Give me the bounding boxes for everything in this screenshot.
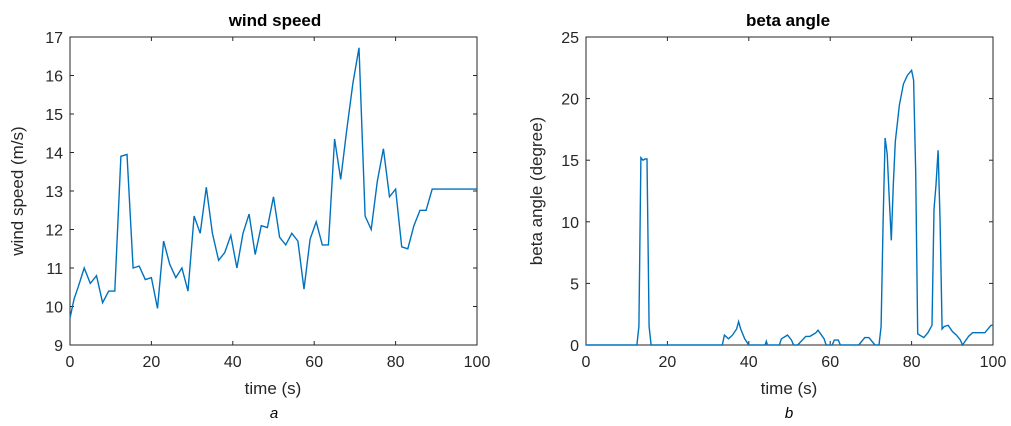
chart-title: beta angle: [746, 11, 830, 30]
panel-caption: b: [785, 405, 793, 422]
y-tick-label: 14: [45, 146, 63, 163]
x-tick-label: 80: [387, 354, 405, 371]
y-axis-label: beta angle (degree): [527, 117, 546, 265]
y-tick-label: 20: [561, 92, 579, 109]
tick-marks: [69, 36, 478, 346]
x-axis-label: time (s): [245, 379, 302, 398]
y-tick-label: 15: [45, 107, 63, 124]
chart-title: wind speed: [228, 11, 322, 30]
x-tick-label: 20: [143, 354, 161, 371]
x-tick-labels: 0 20 40 60 80 100: [66, 354, 491, 371]
panel-caption: a: [270, 405, 278, 422]
x-tick-label: 60: [305, 354, 323, 371]
plot-area: [585, 36, 994, 346]
series-line: [586, 68, 993, 347]
y-tick-labels: 9 10 11 12 13 14 15 16 17: [45, 30, 63, 355]
y-tick-label: 17: [45, 30, 63, 47]
y-tick-labels: 0 5 10 15 20 25: [561, 30, 579, 355]
x-tick-label: 0: [582, 354, 591, 371]
y-tick-label: 25: [561, 30, 579, 47]
x-tick-label: 100: [464, 354, 491, 371]
y-tick-label: 15: [561, 153, 579, 170]
y-tick-label: 10: [45, 300, 63, 317]
x-tick-label: 80: [903, 354, 921, 371]
y-tick-label: 0: [570, 338, 579, 355]
y-tick-label: 12: [45, 223, 63, 240]
y-tick-label: 11: [46, 261, 63, 278]
y-tick-label: 13: [45, 184, 63, 201]
x-axis-label: time (s): [761, 379, 818, 398]
plot-area: [69, 36, 478, 346]
x-tick-label: 20: [659, 354, 677, 371]
y-tick-label: 10: [561, 215, 579, 232]
beta-angle-chart: beta angle 0 5 10 15 20 25 0 20 40 60 80 100 time …: [527, 11, 1006, 422]
wind-speed-chart: wind speed 9 10 11 12 13 14 15 16 17 0 20 40 60 80 10…: [8, 11, 490, 422]
x-tick-label: 0: [66, 354, 75, 371]
y-tick-label: 16: [45, 69, 63, 86]
y-axis-label: wind speed (m/s): [8, 126, 27, 256]
y-tick-label: 5: [570, 276, 579, 293]
x-tick-label: 60: [821, 354, 839, 371]
x-tick-label: 40: [224, 354, 242, 371]
y-tick-label: 9: [54, 338, 63, 355]
series-line: [69, 47, 477, 319]
x-tick-label: 40: [740, 354, 758, 371]
x-tick-labels: 0 20 40 60 80 100: [582, 354, 1007, 371]
x-tick-label: 100: [980, 354, 1007, 371]
